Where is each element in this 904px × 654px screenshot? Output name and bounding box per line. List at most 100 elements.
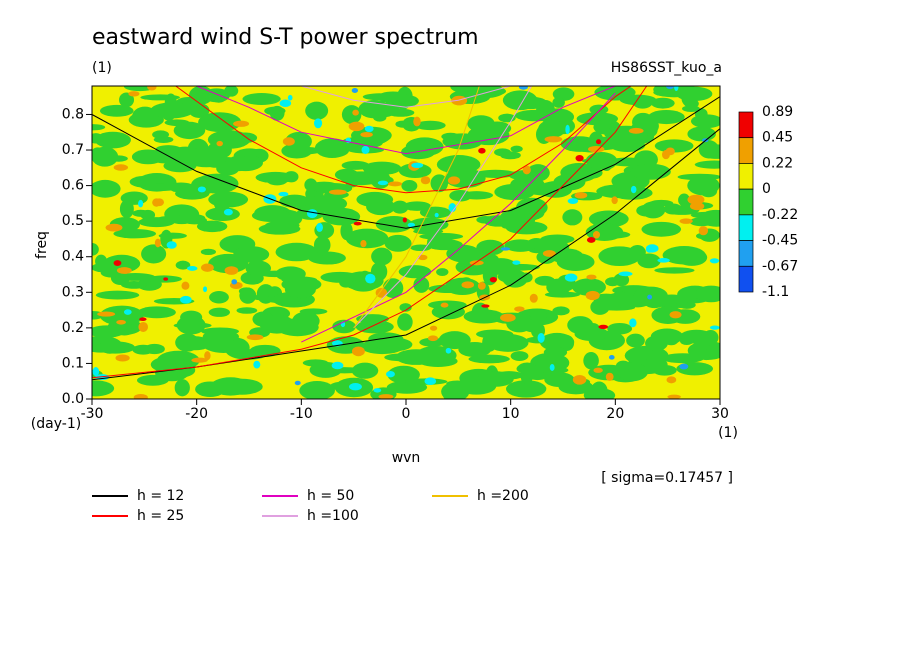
field-patch	[514, 306, 525, 312]
field-patch	[411, 162, 424, 169]
field-patch	[196, 220, 228, 233]
field-patch	[611, 196, 618, 205]
field-patch	[500, 211, 536, 229]
field-patch	[399, 303, 412, 312]
field-patch	[305, 195, 348, 213]
field-patch	[200, 248, 216, 256]
run-label: HS86SST_kuo_a	[611, 60, 722, 76]
field-patch	[429, 325, 438, 331]
field-patch	[275, 242, 318, 262]
y-tick-label: 0.3	[62, 284, 84, 300]
field-patch	[549, 363, 555, 371]
field-patch	[420, 176, 431, 185]
field-patch	[152, 153, 176, 164]
field-patch	[506, 380, 547, 398]
field-patch	[596, 300, 637, 308]
field-patch	[299, 381, 335, 399]
field-patch	[666, 376, 677, 384]
field-patch	[201, 327, 240, 336]
field-patch	[604, 125, 649, 142]
field-patch	[351, 87, 359, 93]
x-tick-label: -30	[81, 406, 104, 422]
field-patch	[593, 214, 606, 232]
field-patch	[572, 374, 587, 385]
field-patch	[186, 266, 198, 271]
colorbar-box	[738, 163, 754, 190]
field-patch	[642, 291, 667, 309]
field-patch	[419, 337, 446, 347]
field-patch	[543, 346, 568, 358]
field-patch	[552, 306, 570, 316]
field-patch	[447, 176, 461, 185]
legend-label: h = 50	[307, 488, 354, 504]
field-patch	[674, 86, 679, 91]
legend-label: h = 25	[137, 508, 184, 524]
field-patch	[542, 250, 556, 257]
field-patch	[132, 344, 154, 355]
field-patch	[407, 222, 415, 228]
field-patch	[681, 89, 698, 108]
field-patch	[477, 282, 486, 290]
field-patch	[665, 86, 675, 90]
field-patch	[469, 260, 484, 266]
field-patch	[313, 235, 331, 255]
field-patch	[583, 351, 599, 370]
x-tick-label: -20	[185, 406, 208, 422]
field-patch	[282, 137, 295, 146]
colorbar-label: 0.89	[762, 104, 793, 120]
field-patch	[281, 276, 318, 284]
field-patch	[504, 239, 537, 252]
field-patch	[115, 354, 130, 362]
legend-label: h =200	[477, 488, 529, 504]
field-patch	[461, 281, 475, 289]
field-patch	[702, 330, 719, 346]
field-patch	[316, 222, 323, 232]
field-patch	[97, 311, 116, 317]
field-patch	[689, 202, 705, 211]
field-patch	[246, 334, 264, 341]
field-patch	[95, 290, 140, 300]
field-patch	[565, 124, 570, 135]
field-patch	[669, 311, 682, 319]
field-patch	[574, 192, 588, 199]
field-patch	[173, 121, 206, 140]
field-patch	[320, 253, 344, 265]
field-patch	[552, 97, 565, 108]
field-patch	[142, 183, 181, 191]
field-patch	[586, 323, 600, 331]
field-patch	[92, 133, 103, 144]
field-patch	[331, 361, 344, 370]
field-patch	[387, 108, 415, 117]
field-patch	[494, 148, 511, 157]
field-patch	[307, 209, 318, 219]
field-patch	[560, 163, 598, 183]
y-tick-label: 0.4	[62, 249, 84, 265]
field-patch	[279, 194, 310, 208]
y-tick-label: 0.5	[62, 213, 84, 229]
field-patch	[405, 137, 444, 157]
field-patch	[123, 309, 132, 315]
field-patch	[163, 277, 169, 281]
field-patch	[510, 145, 523, 153]
dispersion-curve	[353, 86, 480, 329]
field-patch	[208, 253, 249, 274]
colorbar-label: 0.45	[762, 130, 793, 146]
field-patch	[361, 145, 370, 154]
colorbar-label: 0	[762, 181, 771, 197]
field-patch	[119, 92, 135, 108]
field-patch	[204, 351, 211, 361]
field-patch	[210, 377, 251, 396]
field-patch	[592, 231, 601, 239]
field-patch	[334, 168, 359, 181]
field-patch	[139, 317, 147, 321]
field-patch	[645, 335, 668, 352]
field-patch	[92, 124, 106, 131]
field-patch	[650, 97, 675, 109]
field-patch	[158, 232, 187, 239]
field-patch	[377, 180, 389, 186]
colorbar-label: 0.22	[762, 155, 793, 171]
field-patch	[598, 324, 609, 329]
field-patch	[180, 295, 192, 304]
field-patch	[305, 101, 329, 120]
x-tick-label: 0	[402, 406, 411, 422]
